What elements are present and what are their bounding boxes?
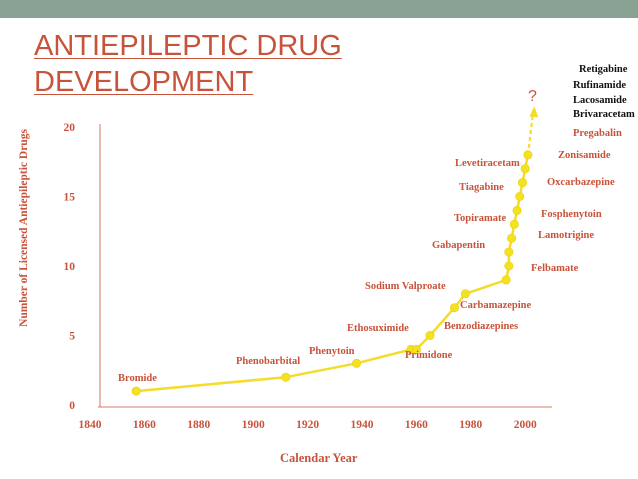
x-tick-label: 1960: [405, 419, 428, 431]
data-point: [281, 372, 291, 382]
x-tick-label: 1980: [459, 419, 482, 431]
tick-labels: 1840 1860 1880 1900 1920 1940 1960 1980 2000 0 5 10…: [64, 122, 537, 431]
drug-label: Benzodiazepines: [444, 321, 518, 332]
data-point: [515, 192, 525, 202]
slide-title-line-1: ANTIEPILEPTIC DRUG: [34, 30, 342, 62]
x-axis-label: Calendar Year: [280, 451, 358, 465]
projection-line: [526, 110, 535, 155]
data-point: [460, 289, 470, 299]
x-tick-label: 1920: [296, 419, 319, 431]
y-tick-label: 20: [64, 122, 76, 134]
drug-labels: Bromide Phenobarbital Phenytoin Primidone Et…: [118, 64, 635, 384]
drug-label: Fosphenytoin: [541, 209, 602, 220]
data-point: [449, 303, 459, 313]
drug-label: Sodium Valproate: [365, 281, 446, 292]
drug-label: Ethosuximide: [347, 323, 409, 334]
y-tick-label: 10: [64, 261, 76, 273]
y-tick-label: 5: [69, 331, 75, 343]
drug-label: Gabapentin: [432, 240, 485, 251]
data-point: [523, 150, 533, 160]
data-point: [411, 344, 421, 354]
drug-label: Tiagabine: [459, 182, 504, 193]
drug-label: Oxcarbazepine: [547, 177, 615, 188]
x-tick-label: 1940: [351, 419, 374, 431]
data-point: [520, 164, 530, 174]
data-point: [504, 261, 514, 271]
data-point: [507, 233, 517, 243]
slide-title: ANTIEPILEPTIC DRUG DEVELOPMENT: [34, 28, 342, 100]
data-point: [517, 178, 527, 188]
projection-arrowhead: [529, 106, 539, 118]
drug-label: Felbamate: [531, 263, 579, 274]
data-point: [504, 247, 514, 257]
x-tick-label: 1860: [133, 419, 156, 431]
drug-label: Pregabalin: [573, 128, 622, 139]
drug-label: Topiramate: [454, 213, 506, 224]
y-tick-label: 0: [69, 400, 75, 412]
top-accent-bar: [0, 0, 638, 18]
x-tick-label: 2000: [514, 419, 537, 431]
drug-label: Phenytoin: [309, 346, 355, 357]
data-point: [131, 386, 141, 396]
slide-title-line-2: DEVELOPMENT: [34, 66, 254, 98]
drug-label: Primidone: [405, 350, 453, 361]
series-line: [131, 106, 539, 396]
upcoming-drug-label: Brivaracetam: [573, 109, 635, 120]
drug-label: Carbamazepine: [460, 300, 531, 311]
drug-label: Levetiracetam: [455, 158, 520, 169]
data-point: [501, 275, 511, 285]
x-tick-label: 1880: [187, 419, 210, 431]
y-tick-label: 15: [64, 192, 76, 204]
upcoming-drug-label: Rufinamide: [573, 80, 626, 91]
drug-label: Phenobarbital: [236, 356, 300, 367]
upcoming-drug-label: Retigabine: [579, 64, 628, 75]
drug-label: Bromide: [118, 373, 157, 384]
drug-label: Lamotrigine: [538, 230, 594, 241]
drug-label: Zonisamide: [558, 150, 611, 161]
data-point: [509, 219, 519, 229]
x-tick-label: 1900: [242, 419, 265, 431]
data-point: [512, 205, 522, 215]
question-mark: ?: [528, 88, 537, 105]
upcoming-drug-label: Lacosamide: [573, 95, 627, 106]
data-point: [425, 330, 435, 340]
data-point: [352, 358, 362, 368]
x-tick-label: 1840: [79, 419, 102, 431]
axes: [98, 124, 552, 408]
